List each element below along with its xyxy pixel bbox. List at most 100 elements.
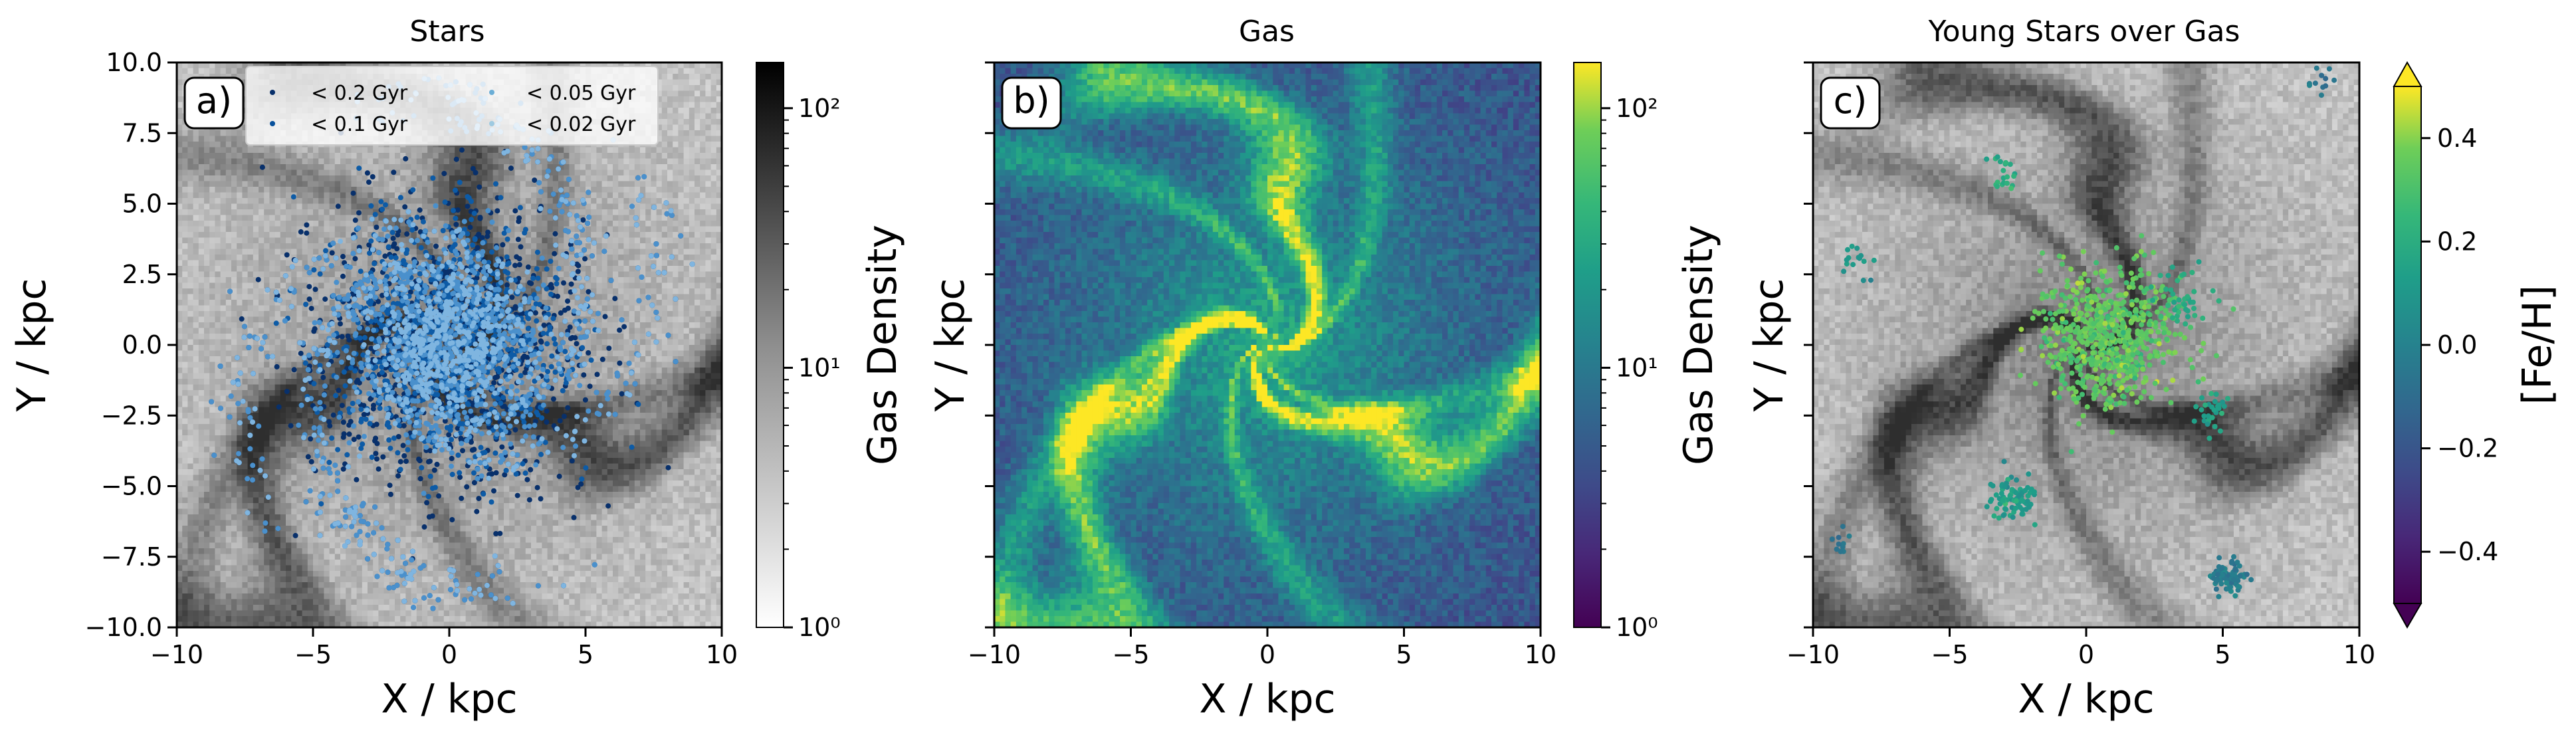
- gas-density-cell: [623, 148, 629, 154]
- gas-density-cell: [259, 187, 265, 193]
- gas-density-cell: [477, 227, 483, 233]
- gas-density-cell: [689, 175, 695, 181]
- gas-density-cell: [291, 159, 297, 165]
- gas-density-cell: [291, 238, 297, 244]
- gas-density-cell: [362, 204, 368, 210]
- gas-density-cell: [373, 181, 379, 187]
- gas-density-cell: [662, 232, 668, 238]
- gas-density-cell: [509, 153, 515, 159]
- gas-density-cell: [324, 198, 330, 204]
- gas-density-cell: [471, 181, 477, 187]
- gas-density-cell: [645, 340, 651, 346]
- gas-density-cell: [242, 170, 248, 176]
- gas-density-cell: [477, 153, 483, 159]
- gas-density-cell: [187, 164, 193, 170]
- gas-density-cell: [542, 249, 548, 255]
- gas-density-cell: [700, 288, 706, 294]
- gas-density-cell: [204, 322, 210, 328]
- gas-density-cell: [231, 317, 237, 323]
- gas-density-cell: [296, 306, 302, 312]
- gas-density-cell: [684, 125, 690, 131]
- gas-density-cell: [640, 215, 646, 221]
- gas-density-cell: [678, 136, 684, 142]
- gas-density-cell: [231, 68, 237, 74]
- gas-density-cell: [308, 148, 314, 154]
- gas-density-cell: [182, 311, 188, 317]
- gas-density-cell: [231, 232, 237, 238]
- gas-density-cell: [651, 232, 657, 238]
- gas-density-cell: [613, 148, 619, 154]
- gas-density-cell: [318, 288, 324, 294]
- gas-density-cell: [221, 193, 227, 199]
- gas-density-cell: [618, 198, 624, 204]
- gas-density-cell: [564, 272, 570, 278]
- gas-density-cell: [193, 294, 199, 300]
- gas-density-cell: [280, 328, 286, 334]
- gas-density-cell: [231, 340, 237, 346]
- gas-density-cell: [264, 238, 270, 244]
- gas-density-cell: [264, 306, 270, 312]
- gas-density-cell: [700, 136, 706, 142]
- gas-density-cell: [657, 153, 663, 159]
- gas-density-cell: [645, 243, 651, 249]
- gas-density-cell: [460, 187, 466, 193]
- gas-density-cell: [586, 164, 591, 170]
- gas-density-cell: [296, 204, 302, 210]
- gas-density-cell: [700, 209, 706, 215]
- gas-density-cell: [242, 148, 248, 154]
- gas-density-cell: [221, 277, 227, 283]
- gas-density-cell: [482, 175, 488, 181]
- gas-density-cell: [705, 148, 711, 154]
- gas-density-cell: [280, 193, 286, 199]
- gas-density-cell: [248, 255, 254, 261]
- gas-density-cell: [586, 175, 591, 181]
- gas-density-cell: [248, 306, 254, 312]
- gas-density-cell: [237, 272, 243, 278]
- gas-density-cell: [302, 198, 308, 204]
- gas-density-cell: [280, 266, 286, 272]
- gas-density-cell: [286, 198, 292, 204]
- gas-density-cell: [346, 328, 352, 334]
- gas-density-cell: [286, 238, 292, 244]
- gas-density-cell: [248, 317, 254, 323]
- gas-density-cell: [548, 227, 554, 233]
- gas-density-cell: [242, 204, 248, 210]
- gas-density-cell: [182, 294, 188, 300]
- gas-density-cell: [700, 198, 706, 204]
- gas-density-cell: [711, 294, 717, 300]
- gas-density-cell: [689, 328, 695, 334]
- gas-density-cell: [439, 164, 445, 170]
- gas-density-cell: [602, 204, 608, 210]
- gas-density-cell: [313, 181, 319, 187]
- gas-density-cell: [498, 181, 504, 187]
- gas-density-cell: [602, 164, 608, 170]
- gas-density-cell: [531, 232, 537, 238]
- gas-density-cell: [346, 181, 352, 187]
- gas-density-cell: [504, 170, 510, 176]
- gas-density-cell: [645, 209, 651, 215]
- gas-density-cell: [449, 175, 455, 181]
- gas-density-cell: [373, 255, 379, 261]
- gas-density-cell: [623, 340, 629, 346]
- gas-density-cell: [449, 181, 455, 187]
- gas-density-cell: [215, 170, 221, 176]
- gas-density-cell: [645, 164, 651, 170]
- gas-density-cell: [237, 232, 243, 238]
- gas-density-cell: [536, 232, 542, 238]
- gas-density-cell: [389, 204, 395, 210]
- gas-density-cell: [346, 148, 352, 154]
- gas-density-cell: [460, 153, 466, 159]
- gas-density-cell: [564, 261, 570, 266]
- gas-density-cell: [542, 294, 548, 300]
- gas-density-cell: [662, 294, 668, 300]
- gas-density-cell: [199, 328, 205, 334]
- gas-density-cell: [193, 322, 199, 328]
- gas-density-cell: [695, 153, 700, 159]
- gas-density-cell: [591, 193, 597, 199]
- gas-density-cell: [193, 266, 199, 272]
- gas-density-cell: [264, 153, 270, 159]
- gas-density-cell: [199, 272, 205, 278]
- gas-density-cell: [264, 243, 270, 249]
- gas-density-cell: [689, 283, 695, 289]
- gas-density-cell: [667, 340, 673, 346]
